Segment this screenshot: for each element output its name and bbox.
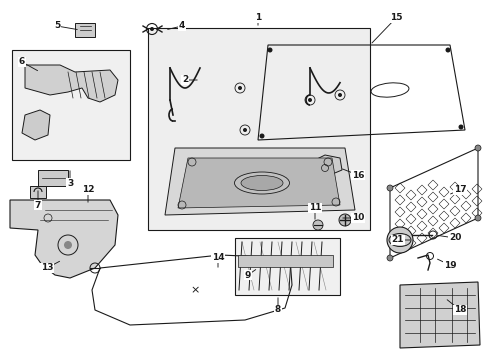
Bar [75, 23, 95, 37]
Text: 11: 11 [308, 203, 321, 212]
Polygon shape [22, 110, 50, 140]
Bar [38, 170, 68, 186]
Polygon shape [314, 155, 341, 175]
Bar [235, 238, 339, 295]
Text: 13: 13 [41, 264, 53, 273]
Circle shape [388, 232, 394, 238]
Text: 21: 21 [391, 235, 404, 244]
Bar [12, 50, 130, 160]
Circle shape [338, 214, 350, 226]
Circle shape [458, 125, 463, 130]
Text: 3: 3 [67, 179, 73, 188]
Bar [30, 186, 46, 198]
Text: 10: 10 [351, 213, 364, 222]
Text: 15: 15 [389, 13, 402, 22]
Circle shape [259, 134, 264, 139]
Polygon shape [25, 65, 118, 102]
Text: 1: 1 [254, 13, 261, 22]
Ellipse shape [241, 175, 283, 190]
Ellipse shape [234, 172, 289, 194]
Text: 12: 12 [81, 185, 94, 194]
Text: 18: 18 [453, 306, 465, 315]
Text: 4: 4 [179, 22, 185, 31]
Circle shape [243, 128, 246, 132]
Text: 16: 16 [351, 171, 364, 180]
Text: 6: 6 [19, 58, 25, 67]
Circle shape [386, 227, 412, 253]
Circle shape [474, 215, 480, 221]
Text: 9: 9 [244, 270, 251, 279]
Text: 20: 20 [448, 234, 460, 243]
Text: 17: 17 [453, 185, 466, 194]
Circle shape [337, 93, 341, 97]
Text: 2: 2 [182, 76, 188, 85]
Circle shape [267, 48, 272, 53]
Text: 19: 19 [443, 261, 455, 270]
Circle shape [312, 220, 323, 230]
Circle shape [386, 185, 392, 191]
Text: 8: 8 [274, 306, 281, 315]
Text: F: F [396, 235, 403, 245]
Text: 14: 14 [211, 253, 224, 262]
Circle shape [238, 86, 242, 90]
Circle shape [386, 255, 392, 261]
Text: ×: × [190, 285, 199, 295]
Polygon shape [10, 200, 118, 278]
Text: 5: 5 [54, 22, 60, 31]
Bar [238, 255, 332, 267]
Circle shape [445, 48, 449, 53]
Polygon shape [178, 158, 339, 208]
Circle shape [64, 241, 72, 249]
Circle shape [307, 98, 311, 102]
Polygon shape [399, 282, 479, 348]
Bar [148, 28, 369, 230]
Text: 7: 7 [35, 201, 41, 210]
Polygon shape [164, 148, 354, 215]
Circle shape [474, 145, 480, 151]
Circle shape [150, 27, 154, 31]
